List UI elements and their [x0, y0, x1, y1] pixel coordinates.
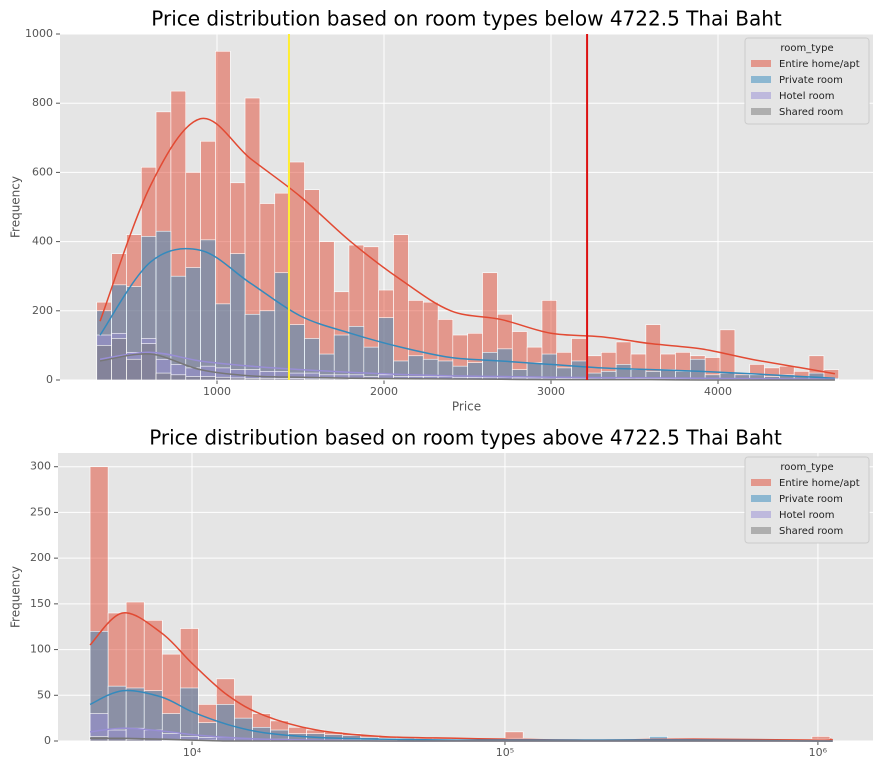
histogram-bar — [259, 310, 276, 381]
chart-panel: Price distribution based on room types b… — [9, 7, 873, 414]
legend-label: Entire home/apt — [779, 478, 860, 489]
histogram-bar — [185, 376, 201, 381]
legend-swatch — [751, 511, 771, 518]
kde-line — [89, 612, 833, 741]
histogram-bar — [289, 378, 305, 381]
histogram-bar — [689, 358, 706, 381]
histogram-bar — [363, 379, 379, 381]
x-tick-label: 10⁴ — [183, 746, 202, 758]
histogram-bar — [274, 272, 290, 381]
x-axis-label: Price — [452, 400, 481, 414]
histogram-bar — [348, 379, 365, 381]
y-tick-label: 250 — [30, 505, 51, 518]
histogram-bar — [393, 234, 409, 381]
histogram-bar — [363, 346, 379, 381]
y-tick-label: 0 — [44, 734, 51, 747]
legend-label: Shared room — [779, 526, 843, 537]
histogram-bar — [111, 338, 127, 381]
histogram-bar — [96, 345, 112, 381]
histogram-bar — [141, 343, 157, 381]
kde-line — [90, 737, 833, 742]
x-tick-label: 4000 — [704, 385, 732, 398]
legend-swatch — [751, 479, 771, 486]
histogram-bar — [378, 317, 394, 381]
y-axis-label: Frequency — [9, 566, 23, 628]
histogram-bar — [170, 374, 187, 381]
histogram-bar — [274, 378, 290, 381]
histogram-bar — [393, 379, 409, 381]
histogram-bar — [185, 267, 201, 381]
histogram-bar — [244, 377, 261, 381]
y-tick-label: 1000 — [25, 27, 53, 40]
x-tick-label: 10⁶ — [809, 746, 828, 758]
histogram-bar — [289, 324, 305, 381]
histogram-bar — [215, 376, 231, 381]
histogram-bar — [378, 379, 394, 381]
legend-swatch — [751, 495, 771, 502]
kde-line — [99, 117, 836, 375]
histogram-bar — [333, 334, 350, 381]
y-tick-label: 200 — [30, 551, 51, 564]
kde-line — [99, 247, 835, 380]
legend: room_type Entire home/apt Private room Hote… — [744, 37, 870, 125]
kde-line — [99, 353, 835, 381]
histogram-bar — [319, 378, 335, 381]
x-tick-label: 10⁵ — [496, 746, 514, 758]
y-tick-label: 0 — [46, 373, 53, 386]
histogram-bar — [497, 348, 513, 381]
histogram-bar — [304, 378, 320, 381]
chart-title: Price distribution based on room types b… — [151, 7, 782, 31]
histogram-bar — [200, 376, 216, 381]
legend-title: room_type — [780, 43, 833, 54]
y-tick-label: 600 — [32, 165, 53, 178]
chart-title: Price distribution based on room types a… — [149, 426, 782, 450]
y-tick-label: 100 — [30, 643, 51, 656]
legend-swatch — [751, 92, 771, 99]
histogram-bar — [230, 253, 246, 381]
histogram-bar — [200, 239, 216, 381]
histogram-bar — [125, 738, 145, 742]
legend-label: Hotel room — [779, 91, 835, 102]
y-tick-label: 300 — [30, 460, 51, 473]
histogram-bar — [216, 704, 235, 742]
kde-line — [89, 689, 833, 742]
legend-swatch — [751, 108, 771, 115]
histogram-bar — [333, 378, 350, 381]
y-tick-label: 800 — [32, 96, 53, 109]
legend-label: Private room — [779, 75, 843, 86]
legend-swatch — [751, 76, 771, 83]
y-tick-label: 150 — [30, 597, 51, 610]
histogram-bar — [259, 377, 276, 381]
legend-box — [744, 37, 870, 125]
x-tick-label: 3000 — [537, 385, 565, 398]
legend-label: Hotel room — [779, 510, 835, 521]
legend-label: Entire home/apt — [779, 59, 860, 70]
histogram-bar — [126, 358, 142, 381]
y-tick-label: 50 — [37, 688, 51, 701]
legend-label: Private room — [779, 494, 843, 505]
chart-panel: Price distribution based on room types a… — [9, 426, 873, 758]
legend-title: room_type — [780, 462, 833, 473]
y-tick-label: 400 — [32, 235, 53, 248]
kde-line — [99, 351, 835, 381]
x-tick-label: 2000 — [370, 385, 398, 398]
histogram-bar — [541, 353, 557, 381]
legend-label: Shared room — [779, 107, 843, 118]
legend-swatch — [751, 527, 771, 534]
legend-box — [744, 456, 870, 544]
y-tick-label: 200 — [32, 304, 53, 317]
y-axis-label: Frequency — [9, 176, 23, 238]
legend-swatch — [751, 60, 771, 67]
histogram-bar — [230, 377, 246, 381]
histogram-bar — [155, 372, 172, 381]
legend: room_type Entire home/apt Private room Hote… — [744, 456, 870, 544]
x-tick-label: 1000 — [203, 385, 231, 398]
